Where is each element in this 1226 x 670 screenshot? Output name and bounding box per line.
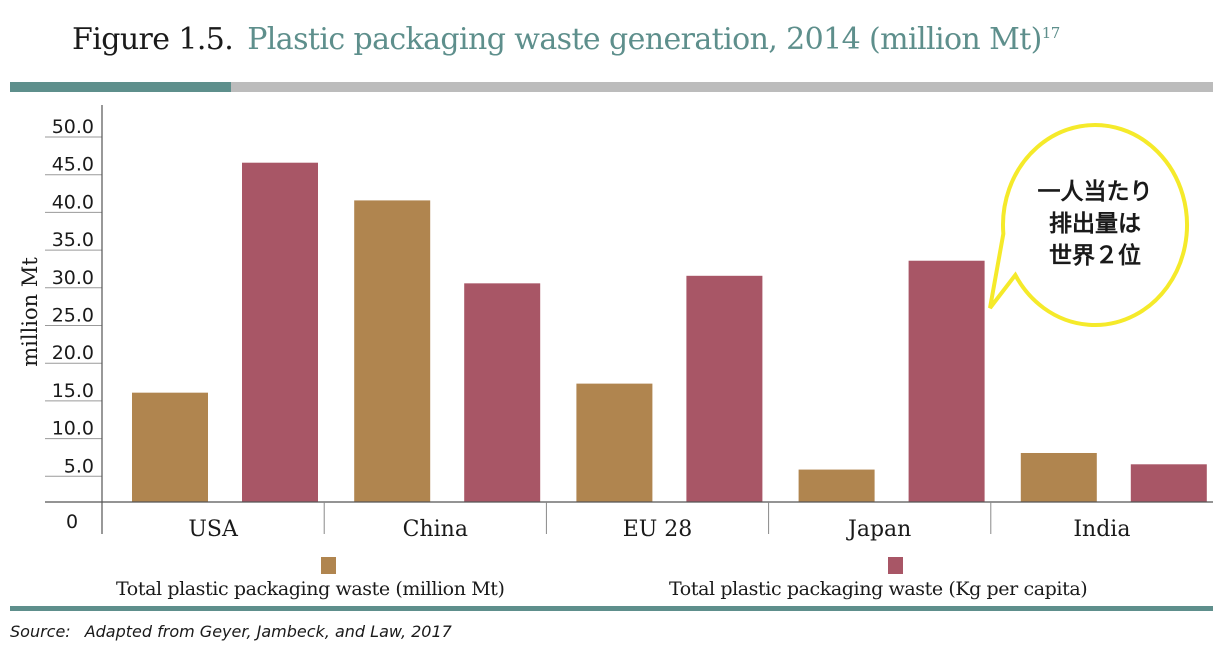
category-label: India (1073, 517, 1130, 542)
y-zero-label: 0 (66, 511, 78, 533)
legend-label-million-mt: Total plastic packaging waste (million M… (116, 578, 505, 600)
y-tick-label: 40.0 (52, 191, 94, 213)
title-footnote: 17 (1041, 24, 1060, 42)
callout-bubble (988, 122, 1189, 327)
category-label: EU 28 (623, 517, 693, 542)
legend-swatch-million-mt (321, 557, 336, 574)
y-tick-label: 45.0 (52, 154, 94, 176)
bars (132, 162, 1207, 502)
source-label: Source: (10, 622, 71, 641)
figure-label: Figure 1.5. (72, 22, 234, 57)
figure-title: Figure 1.5. Plastic packaging waste gener… (72, 22, 1060, 57)
bar-india-series-2 (1130, 464, 1207, 502)
category-label: Japan (846, 517, 911, 542)
y-tick-lines (45, 136, 102, 477)
figure-title-text: Plastic packaging waste generation, 2014… (247, 22, 1060, 57)
footer-rule (10, 606, 1213, 611)
bar-china-series-2 (464, 283, 541, 502)
axes (45, 105, 1213, 534)
y-tick-label: 35.0 (52, 229, 94, 251)
bar-japan-series-2 (908, 260, 985, 502)
legend-swatch-kg-per-capita (888, 557, 903, 574)
callout-text: 一人当たり 排出量は 世界２位 (1037, 179, 1153, 269)
y-tick-label: 25.0 (52, 305, 94, 327)
bar-china-series-1 (354, 200, 431, 502)
y-tick-label: 50.0 (52, 116, 94, 138)
source-text: Adapted from Geyer, Jambeck, and Law, 20… (84, 622, 452, 641)
category-label: USA (188, 517, 239, 542)
title-rule (231, 82, 1213, 92)
category-labels: USA China EU 28 Japan India (188, 517, 1130, 542)
bar-chart: 5.0 10.0 15.0 20.0 25.0 30.0 35.0 40.0 45.0 50.0 0… (18, 105, 1213, 542)
y-tick-label: 30.0 (52, 267, 94, 289)
y-tick-label: 10.0 (52, 418, 94, 440)
callout-speech-bubble (988, 122, 1189, 327)
bar-eu-28-series-1 (576, 383, 653, 502)
y-tick-label: 5.0 (64, 455, 94, 477)
bar-eu-28-series-2 (686, 275, 763, 502)
bar-usa-series-2 (242, 162, 318, 502)
category-label: China (403, 517, 468, 542)
legend-label-kg-per-capita: Total plastic packaging waste (Kg per ca… (669, 578, 1088, 600)
y-axis-label: million Mt (18, 257, 42, 367)
title-text: Plastic packaging waste generation, 2014… (247, 22, 1042, 57)
title-rule-accent (10, 82, 231, 92)
bar-india-series-1 (1020, 452, 1097, 502)
y-tick-label: 15.0 (52, 380, 94, 402)
bar-usa-series-1 (132, 392, 208, 502)
y-tick-labels: 5.0 10.0 15.0 20.0 25.0 30.0 35.0 40.0 45.0 50.0 0 (52, 116, 94, 533)
source-note: Source: Adapted from Geyer, Jambeck, and … (10, 622, 452, 641)
y-tick-label: 20.0 (52, 342, 94, 364)
bar-japan-series-1 (798, 469, 875, 502)
